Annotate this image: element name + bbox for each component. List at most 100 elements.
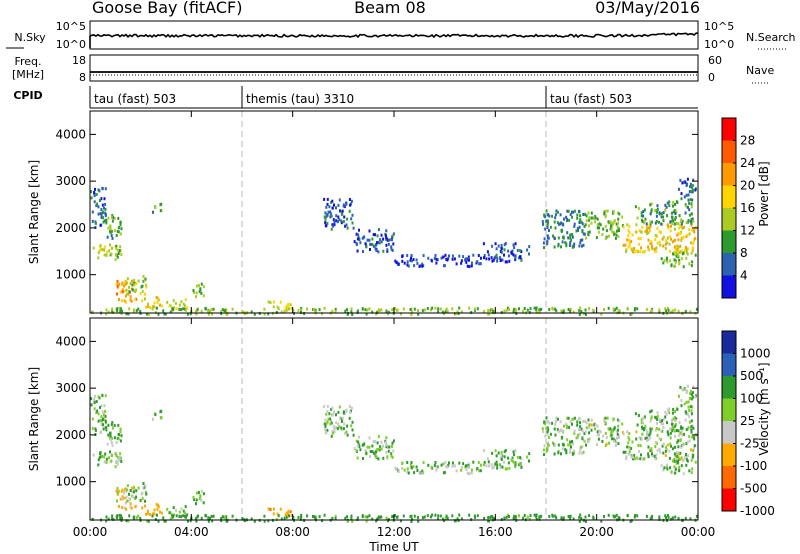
- power-echo-cell: [556, 210, 559, 214]
- velocity-colorbar-tick-label: -500: [740, 482, 767, 496]
- velocity-echo-cell: [535, 515, 538, 519]
- power-echo-cell: [340, 221, 343, 225]
- velocity-echo-cell: [692, 426, 695, 430]
- power-echo-cell: [650, 242, 653, 246]
- velocity-echo-cell: [674, 471, 677, 475]
- power-echo-cell: [406, 254, 409, 257]
- power-echo-cell: [107, 216, 110, 220]
- power-echo-cell: [674, 217, 677, 221]
- power-echo-cell: [603, 308, 605, 311]
- power-echo-cell: [650, 210, 653, 213]
- power-echo-cell: [371, 243, 374, 247]
- power-echo-cell: [120, 307, 123, 311]
- velocity-echo-cell: [94, 428, 97, 432]
- power-echo-cell: [350, 307, 353, 311]
- velocity-echo-cell: [356, 516, 359, 520]
- velocity-echo-cell: [410, 461, 413, 464]
- velocity-echo-cell: [121, 488, 124, 492]
- power-echo-cell: [387, 242, 390, 246]
- velocity-echo-cell: [154, 413, 157, 417]
- velocity-echo-cell: [649, 449, 652, 452]
- power-echo-cell: [676, 244, 679, 248]
- power-echo-cell: [636, 307, 639, 311]
- power-echo-cell: [121, 281, 124, 285]
- velocity-echo-cell: [339, 416, 341, 420]
- velocity-echo-cell: [590, 423, 593, 427]
- power-echo-cell: [628, 241, 631, 245]
- velocity-echo-cell: [468, 513, 471, 517]
- velocity-echo-cell: [358, 435, 360, 439]
- power-echo-cell: [121, 309, 123, 313]
- velocity-echo-cell: [520, 457, 523, 461]
- velocity-echo-cell: [504, 467, 507, 471]
- power-echo-cell: [500, 250, 503, 254]
- velocity-echo-cell: [410, 520, 413, 523]
- velocity-echo-cell: [131, 490, 134, 494]
- velocity-echo-cell: [691, 435, 694, 439]
- power-colorbar-swatch: [722, 253, 736, 276]
- power-echo-cell: [571, 215, 573, 219]
- power-echo-cell: [346, 308, 348, 312]
- power-echo-cell: [500, 246, 503, 250]
- power-echo-cell: [121, 299, 124, 303]
- velocity-echo-cell: [588, 423, 591, 427]
- velocity-echo-cell: [514, 515, 517, 519]
- power-echo-cell: [124, 281, 126, 285]
- velocity-echo-cell: [577, 435, 580, 439]
- power-echo-cell: [513, 254, 516, 258]
- velocity-echo-cell: [680, 464, 683, 468]
- velocity-echo-cell: [582, 439, 585, 443]
- velocity-echo-cell: [576, 423, 579, 427]
- velocity-echo-cell: [668, 407, 671, 411]
- power-echo-cell: [350, 217, 353, 221]
- velocity-echo-cell: [314, 515, 317, 519]
- velocity-echo-cell: [91, 417, 94, 421]
- power-echo-cell: [380, 233, 383, 237]
- velocity-echo-cell: [566, 424, 569, 428]
- power-echo-cell: [641, 225, 644, 229]
- power-echo-cell: [514, 310, 517, 313]
- velocity-echo-cell: [116, 455, 119, 459]
- power-echo-cell: [231, 307, 234, 311]
- power-echo-cell: [651, 220, 653, 224]
- velocity-echo-cells: [90, 384, 698, 523]
- power-echo-cell: [117, 251, 120, 255]
- velocity-echo-cell: [640, 421, 643, 425]
- velocity-echo-cell: [669, 427, 672, 431]
- power-echo-cell: [669, 229, 672, 233]
- velocity-echo-cell: [195, 519, 198, 523]
- power-echo-cell: [200, 291, 203, 295]
- velocity-echo-cell: [628, 438, 631, 442]
- velocity-echo-cell: [673, 452, 676, 456]
- velocity-echo-cell: [350, 516, 353, 520]
- velocity-echo-cell: [518, 514, 520, 518]
- power-echo-cell: [366, 308, 369, 312]
- velocity-echo-cell: [160, 511, 163, 515]
- power-echo-cell: [684, 180, 687, 184]
- power-echo-cell: [410, 254, 413, 257]
- velocity-echo-cell: [410, 466, 413, 470]
- power-echo-cell: [494, 242, 497, 246]
- power-echo-cell: [445, 257, 448, 261]
- power-echo-cell: [346, 226, 349, 230]
- velocity-echo-cell: [594, 427, 596, 431]
- velocity-echo-cell: [288, 514, 290, 518]
- velocity-echo-cell: [483, 461, 486, 464]
- power-echo-cell: [666, 260, 669, 264]
- velocity-echo-cell: [596, 433, 599, 437]
- velocity-echo-cell: [410, 463, 412, 467]
- power-echo-cell: [329, 212, 332, 216]
- power-echo-cell: [581, 222, 584, 226]
- power-echo-cell: [569, 309, 572, 313]
- power-echo-cell: [640, 211, 643, 215]
- velocity-echo-cell: [674, 424, 677, 428]
- power-echo-cell: [101, 248, 104, 252]
- velocity-echo-cell: [592, 515, 595, 519]
- power-echo-cell: [560, 245, 562, 249]
- power-echo-cell: [680, 197, 683, 201]
- power-echo-cell: [321, 312, 324, 316]
- velocity-echo-cell: [145, 490, 147, 494]
- velocity-echo-cell: [394, 466, 397, 470]
- velocity-echo-cell: [686, 384, 689, 388]
- velocity-echo-cell: [635, 456, 638, 460]
